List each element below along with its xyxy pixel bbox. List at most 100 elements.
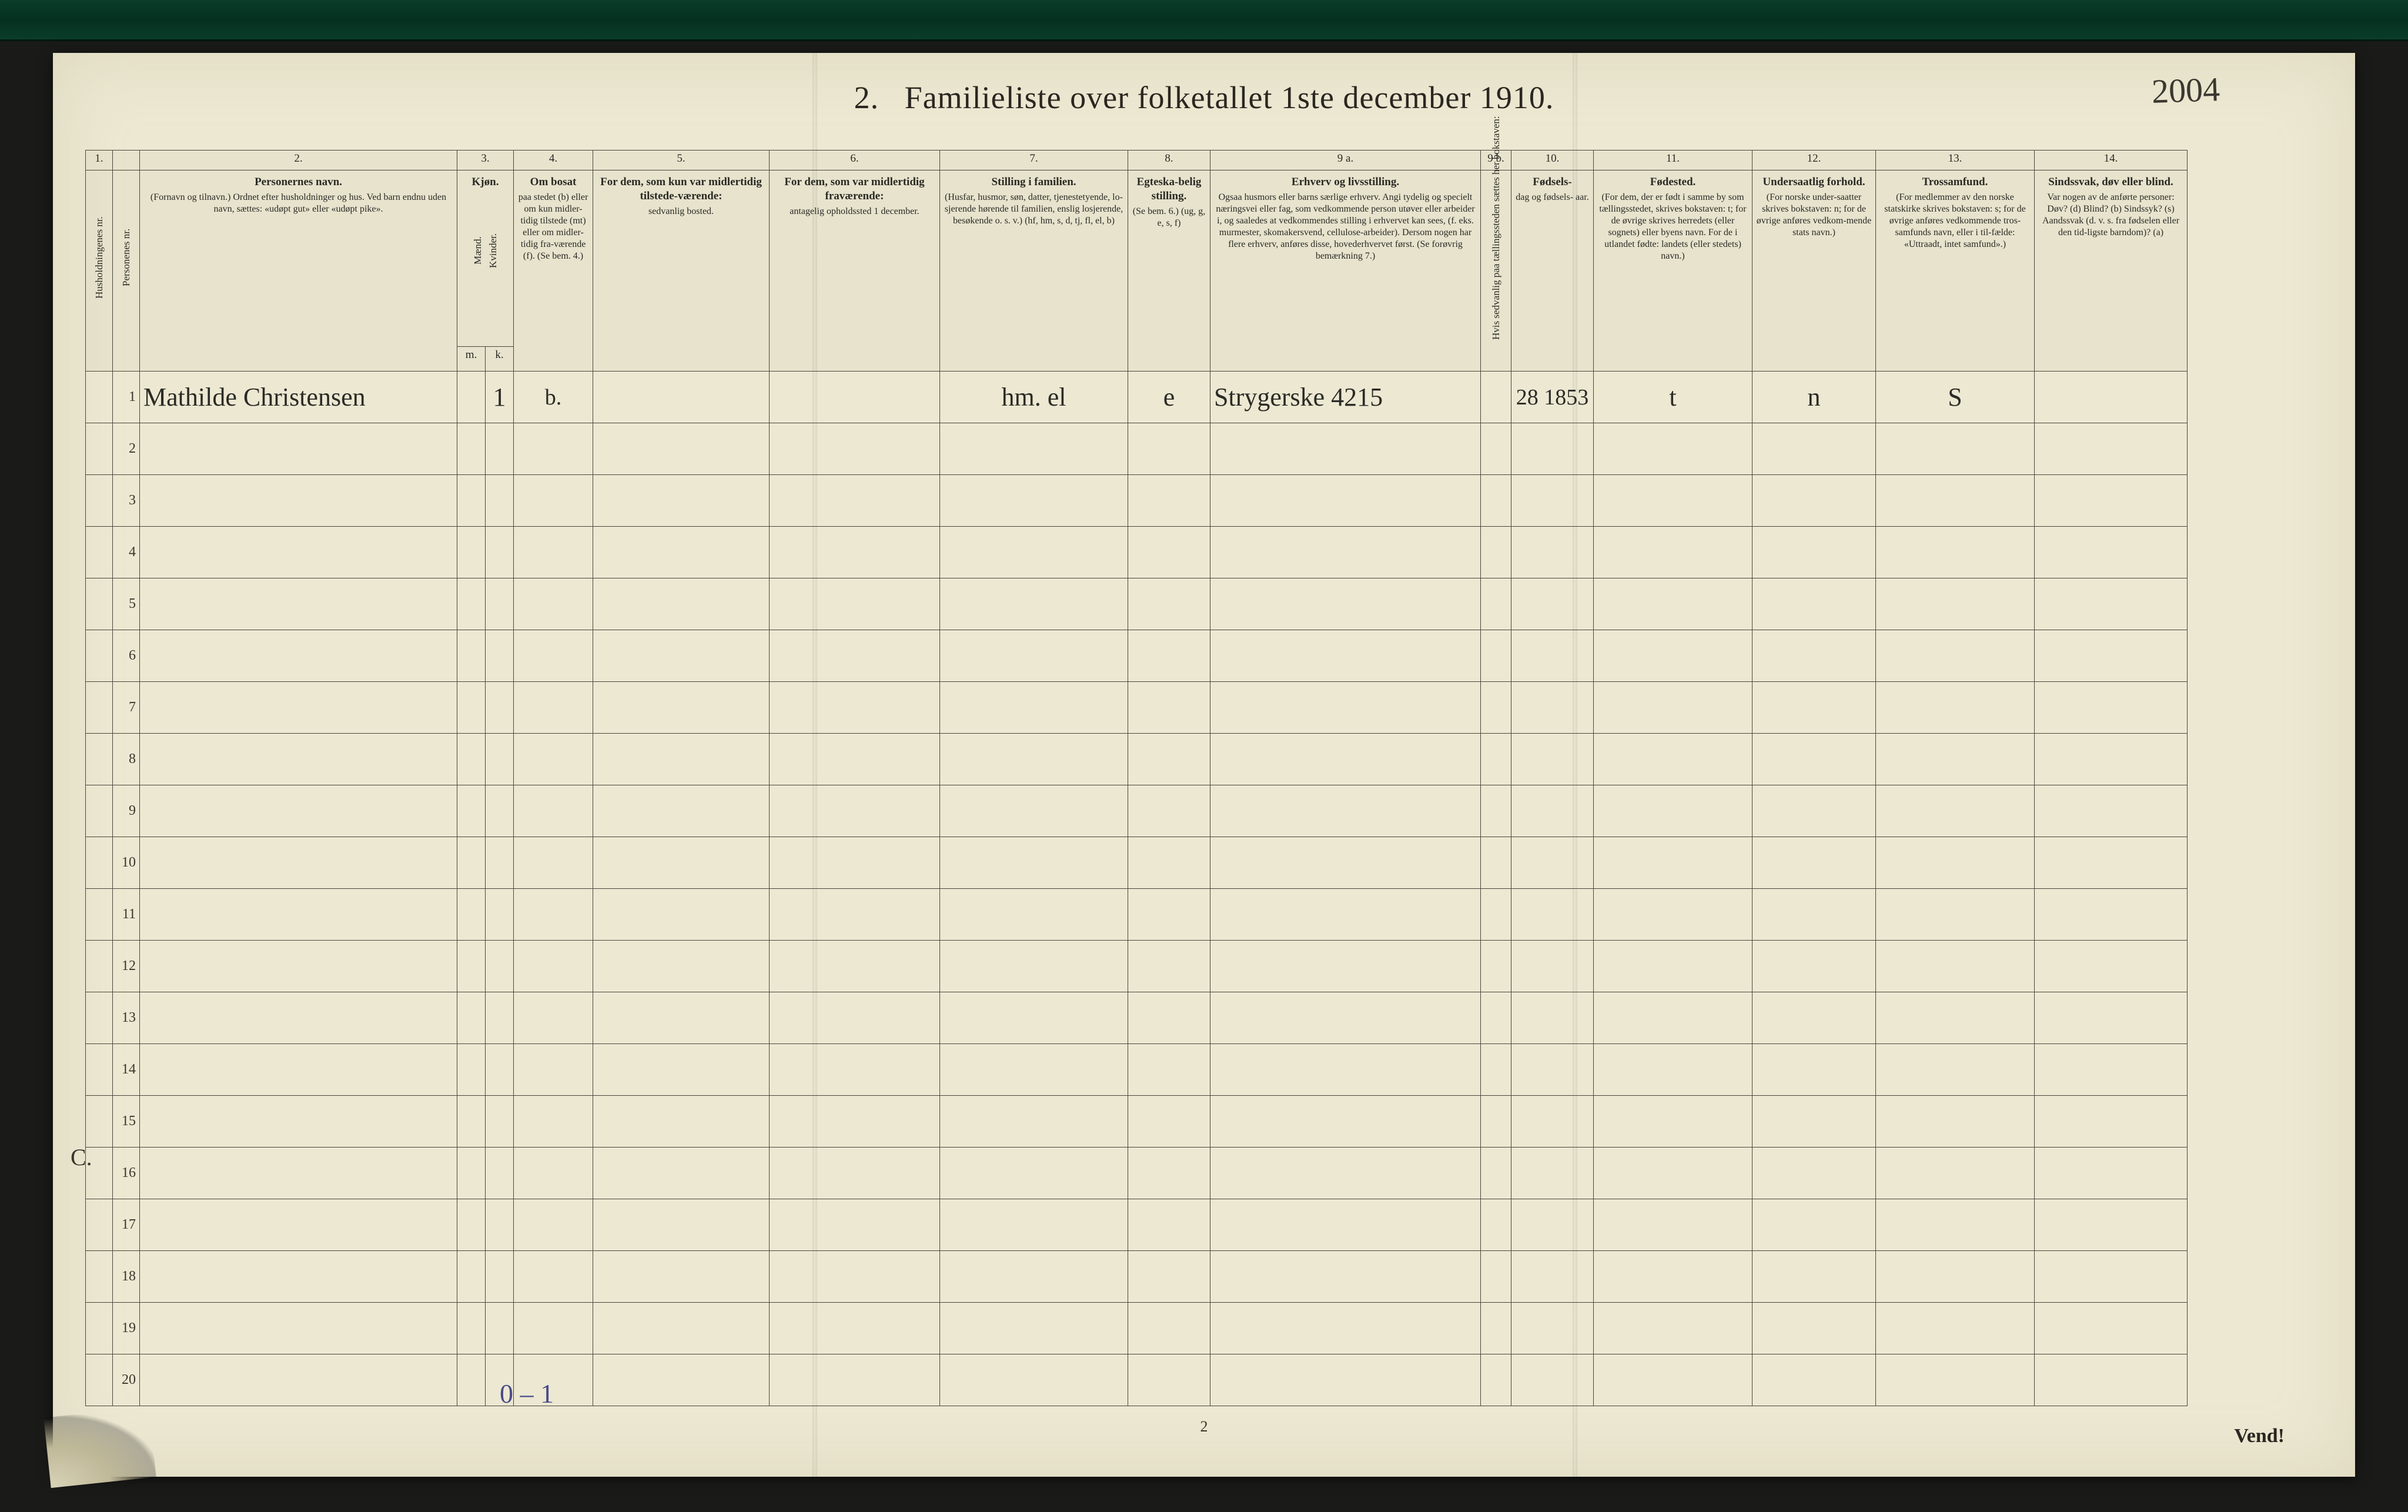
table-row: 20 bbox=[86, 1354, 2188, 1406]
table-cell bbox=[940, 630, 1128, 682]
table-cell bbox=[770, 682, 940, 734]
table-cell bbox=[1876, 1148, 2035, 1199]
scanner-green-bar bbox=[0, 0, 2408, 41]
table-cell bbox=[1511, 837, 1594, 889]
table-cell bbox=[2035, 475, 2188, 527]
table-cell bbox=[1210, 1044, 1481, 1096]
table-cell: Mathilde Christensen bbox=[140, 372, 457, 423]
table-cell bbox=[1511, 889, 1594, 941]
table-row: 16 bbox=[86, 1148, 2188, 1199]
table-cell bbox=[593, 475, 770, 527]
table-cell: 10 bbox=[113, 837, 140, 889]
table-cell bbox=[1753, 941, 1876, 992]
table-cell bbox=[514, 1199, 593, 1251]
table-cell bbox=[514, 475, 593, 527]
title-number: 2. bbox=[854, 80, 879, 115]
table-cell bbox=[593, 423, 770, 475]
table-cell bbox=[486, 785, 514, 837]
table-cell bbox=[140, 1199, 457, 1251]
colnum-6: 6. bbox=[770, 150, 940, 170]
table-row: 15 bbox=[86, 1096, 2188, 1148]
table-cell bbox=[486, 578, 514, 630]
table-cell bbox=[593, 578, 770, 630]
table-cell: 6 bbox=[113, 630, 140, 682]
table-cell bbox=[1210, 734, 1481, 785]
table-cell bbox=[1594, 682, 1753, 734]
table-cell bbox=[1210, 785, 1481, 837]
table-row: 12 bbox=[86, 941, 2188, 992]
table-cell bbox=[1753, 475, 1876, 527]
table-cell: 11 bbox=[113, 889, 140, 941]
table-cell bbox=[457, 1251, 486, 1303]
table-cell bbox=[1511, 941, 1594, 992]
column-header-row: Husholdningenes nr. Personenes nr. Perso… bbox=[86, 170, 2188, 347]
table-cell bbox=[770, 1148, 940, 1199]
hdr-sex-m: m. bbox=[457, 347, 486, 372]
table-cell bbox=[1128, 423, 1210, 475]
table-cell: 12 bbox=[113, 941, 140, 992]
table-cell bbox=[1128, 1044, 1210, 1096]
table-cell bbox=[1876, 1044, 2035, 1096]
table-cell bbox=[1210, 992, 1481, 1044]
table-cell bbox=[1210, 682, 1481, 734]
table-cell bbox=[1753, 785, 1876, 837]
table-cell bbox=[1128, 630, 1210, 682]
table-cell bbox=[457, 1303, 486, 1354]
table-cell bbox=[593, 527, 770, 578]
table-cell bbox=[770, 734, 940, 785]
table-cell bbox=[86, 1251, 113, 1303]
table-cell bbox=[2035, 1096, 2188, 1148]
table-cell bbox=[457, 578, 486, 630]
table-cell bbox=[140, 630, 457, 682]
table-cell bbox=[1511, 630, 1594, 682]
table-cell bbox=[1511, 475, 1594, 527]
table-cell bbox=[1594, 785, 1753, 837]
table-cell bbox=[1481, 423, 1511, 475]
table-cell bbox=[140, 423, 457, 475]
table-cell bbox=[1210, 837, 1481, 889]
table-cell bbox=[514, 1251, 593, 1303]
table-cell bbox=[770, 475, 940, 527]
table-cell bbox=[1481, 1044, 1511, 1096]
table-cell bbox=[486, 837, 514, 889]
table-cell bbox=[457, 1096, 486, 1148]
colnum-10: 10. bbox=[1511, 150, 1594, 170]
table-cell bbox=[140, 1148, 457, 1199]
table-cell bbox=[2035, 785, 2188, 837]
table-cell bbox=[1594, 1354, 1753, 1406]
table-cell bbox=[1594, 1148, 1753, 1199]
ledger-body: 1Mathilde Christensen1b.hm. eleStrygersk… bbox=[86, 372, 2188, 1406]
table-cell bbox=[1210, 1251, 1481, 1303]
table-cell bbox=[1210, 1148, 1481, 1199]
table-cell bbox=[1210, 941, 1481, 992]
table-cell bbox=[1594, 423, 1753, 475]
table-cell: 1 bbox=[486, 372, 514, 423]
table-cell bbox=[457, 1044, 486, 1096]
table-cell bbox=[514, 630, 593, 682]
table-cell bbox=[1753, 889, 1876, 941]
table-cell bbox=[1876, 941, 2035, 992]
hdr-sex: Kjøn. Mænd. Kvinder. bbox=[457, 170, 514, 347]
table-cell bbox=[940, 1303, 1128, 1354]
table-cell bbox=[1594, 1044, 1753, 1096]
table-cell: 9 bbox=[113, 785, 140, 837]
table-cell bbox=[514, 941, 593, 992]
table-cell bbox=[86, 578, 113, 630]
table-cell: 17 bbox=[113, 1199, 140, 1251]
table-cell bbox=[486, 889, 514, 941]
table-cell bbox=[486, 941, 514, 992]
table-cell bbox=[1481, 889, 1511, 941]
table-cell bbox=[1876, 1199, 2035, 1251]
table-cell bbox=[1594, 889, 1753, 941]
table-cell bbox=[1511, 682, 1594, 734]
table-cell bbox=[1128, 1251, 1210, 1303]
table-cell bbox=[1876, 423, 2035, 475]
table-cell bbox=[593, 785, 770, 837]
table-cell bbox=[86, 423, 113, 475]
table-cell bbox=[1594, 527, 1753, 578]
table-cell bbox=[1511, 527, 1594, 578]
table-cell bbox=[514, 785, 593, 837]
table-cell bbox=[770, 423, 940, 475]
table-cell bbox=[2035, 1251, 2188, 1303]
table-cell bbox=[457, 423, 486, 475]
